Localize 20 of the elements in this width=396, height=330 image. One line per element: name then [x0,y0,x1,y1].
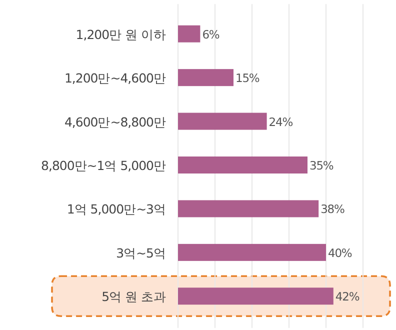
data-label: 38% [320,202,346,216]
y-tick-label: 1억 5,000만~3억 [66,202,166,217]
data-label: 35% [310,158,334,172]
bar [178,25,200,42]
data-label: 6% [202,27,220,42]
bar [178,69,234,86]
y-tick-label: 4,600만~8,800만 [64,114,166,130]
y-tick-label: 1,200만~4,600만 [64,70,166,86]
bar [178,200,319,218]
y-tick-label: 8,800만~1억 5,000만 [41,158,166,173]
bar [178,244,326,261]
y-tick-label: 3억~5억 [116,245,166,260]
data-label: 15% [236,71,260,86]
data-label: 40% [328,246,352,260]
y-tick-label: 1,200만 원 이하 [76,26,166,42]
y-tick-label: 5억 원 초과 [102,289,166,304]
data-label: 42% [335,290,360,304]
data-label: 24% [268,114,294,129]
bar [178,112,267,130]
bar [178,156,308,174]
